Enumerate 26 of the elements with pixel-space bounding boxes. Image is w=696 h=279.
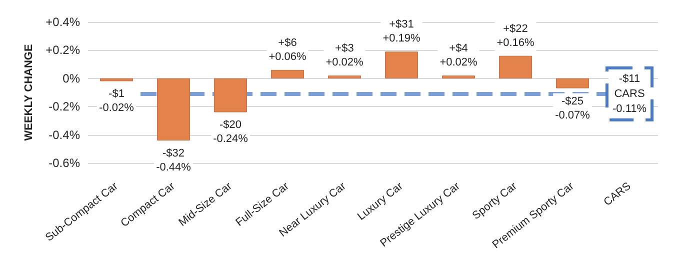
bar xyxy=(498,56,532,78)
bar xyxy=(270,70,304,78)
y-tick-label: -0.4% xyxy=(48,128,80,142)
bar xyxy=(384,52,418,78)
data-label: -$20 -0.24% xyxy=(213,119,248,146)
data-label: +$4 +0.02% xyxy=(440,42,478,69)
y-tick-label: -0.2% xyxy=(48,100,80,114)
data-label: -$32 -0.44% xyxy=(156,147,192,174)
data-label: -$25 -0.07% xyxy=(555,95,590,122)
bar xyxy=(156,78,190,140)
y-tick-label: +0.4% xyxy=(46,15,80,29)
y-tick-label: 0% xyxy=(62,71,80,86)
bar xyxy=(556,78,590,88)
bar xyxy=(214,78,248,112)
bar xyxy=(328,76,362,78)
data-label: +$31 +0.19% xyxy=(382,18,421,45)
bar xyxy=(442,76,476,78)
y-tick-label: +0.2% xyxy=(46,43,80,58)
data-label: +$6 +0.06% xyxy=(268,36,307,63)
data-label: -$1 -0.02% xyxy=(99,88,134,114)
data-label: +$22 +0.16% xyxy=(496,22,535,49)
y-axis-title: WEEKLY CHANGE xyxy=(23,44,36,141)
data-label: +$3 +0.02% xyxy=(326,42,364,69)
y-tick-label: -0.6% xyxy=(48,156,80,170)
bar xyxy=(100,78,134,82)
ref-line-label: -$11 CARS -0.11% xyxy=(612,72,647,115)
